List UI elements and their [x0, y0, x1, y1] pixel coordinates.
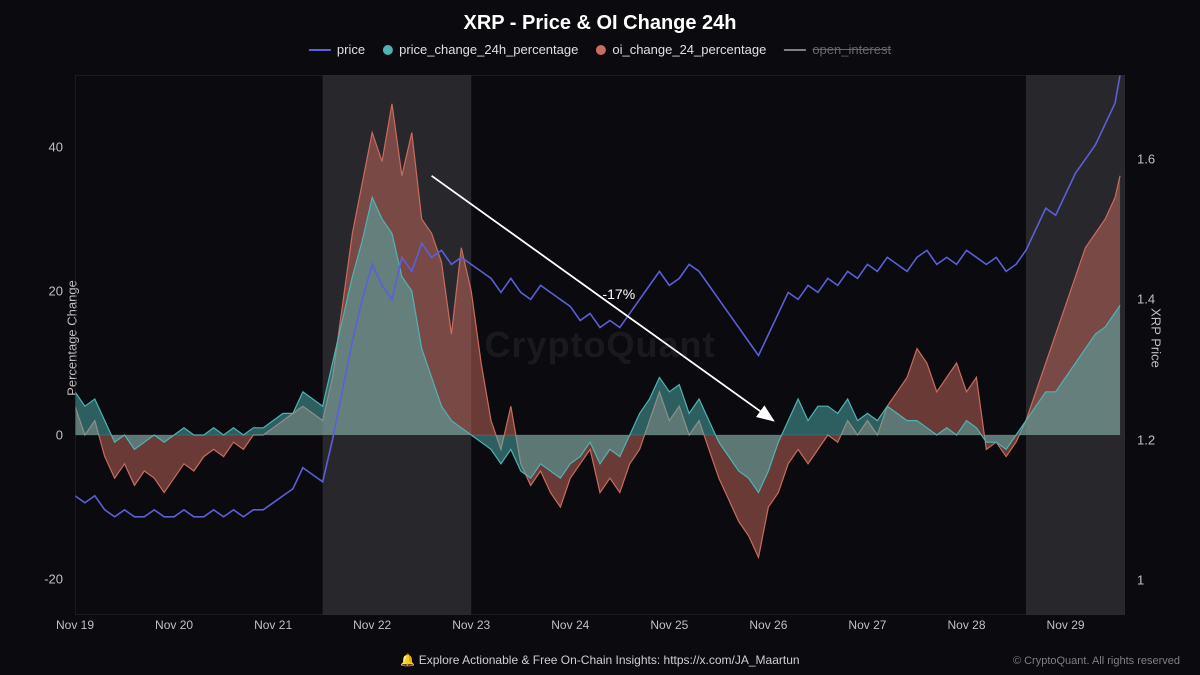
x-tick: Nov 22: [353, 618, 391, 632]
copyright: © CryptoQuant. All rights reserved: [1013, 655, 1180, 667]
x-tick: Nov 20: [155, 618, 193, 632]
footer-text: Explore Actionable & Free On-Chain Insig…: [419, 653, 664, 667]
y-tick-right: 1.2: [1137, 432, 1155, 447]
legend-circle-icon: [596, 45, 606, 55]
footer-link[interactable]: https://x.com/JA_Maartun: [664, 653, 800, 667]
x-tick: Nov 19: [56, 618, 94, 632]
y-axis-right: 1 1.2 1.4 1.6: [1125, 75, 1200, 615]
x-tick: Nov 23: [452, 618, 490, 632]
chart-title: XRP - Price & OI Change 24h: [463, 12, 736, 35]
legend-label: price: [337, 42, 365, 57]
y-axis-left: -20 0 20 40: [0, 75, 75, 615]
y-tick-left: 0: [56, 428, 63, 443]
footer: 🔔 Explore Actionable & Free On-Chain Ins…: [400, 653, 799, 667]
x-tick: Nov 25: [650, 618, 688, 632]
x-tick: Nov 26: [749, 618, 787, 632]
bell-icon: 🔔: [400, 653, 415, 667]
x-tick: Nov 28: [947, 618, 985, 632]
legend-oi-change[interactable]: oi_change_24_percentage: [596, 42, 766, 57]
legend-line-icon: [784, 49, 806, 51]
x-tick: Nov 27: [848, 618, 886, 632]
legend-price-change[interactable]: price_change_24h_percentage: [383, 42, 578, 57]
legend-open-interest[interactable]: open_interest: [784, 42, 891, 57]
y-tick-right: 1.4: [1137, 292, 1155, 307]
legend-label: oi_change_24_percentage: [612, 42, 766, 57]
legend-label: price_change_24h_percentage: [399, 42, 578, 57]
chart-container: XRP - Price & OI Change 24h price price_…: [0, 0, 1200, 675]
y-tick-right: 1: [1137, 572, 1144, 587]
x-axis: Nov 19Nov 20Nov 21Nov 22Nov 23Nov 24Nov …: [75, 615, 1125, 640]
y-tick-left: 20: [49, 284, 63, 299]
legend-label: open_interest: [812, 42, 891, 57]
legend-price[interactable]: price: [309, 42, 365, 57]
x-tick: Nov 24: [551, 618, 589, 632]
annotation-label: -17%: [602, 286, 635, 302]
legend-circle-icon: [383, 45, 393, 55]
x-tick: Nov 29: [1047, 618, 1085, 632]
y-tick-right: 1.6: [1137, 152, 1155, 167]
legend: price price_change_24h_percentage oi_cha…: [309, 42, 891, 57]
watermark: CryptoQuant: [485, 324, 716, 366]
legend-line-icon: [309, 49, 331, 51]
y-tick-left: 40: [49, 140, 63, 155]
x-tick: Nov 21: [254, 618, 292, 632]
plot-area: CryptoQuant -17%: [75, 75, 1125, 615]
y-tick-left: -20: [44, 572, 63, 587]
